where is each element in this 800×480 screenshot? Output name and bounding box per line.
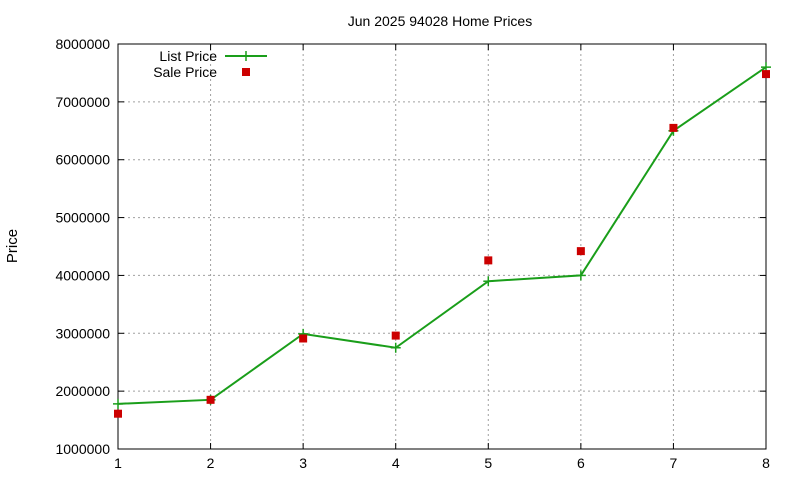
x-tick-label: 1 xyxy=(114,455,122,471)
y-tick-label: 3000000 xyxy=(55,325,110,341)
sale-price-point xyxy=(206,395,215,404)
x-tick-label: 2 xyxy=(207,455,215,471)
list-price-point xyxy=(483,276,494,287)
sale-price-point xyxy=(391,331,400,340)
list-price-point xyxy=(390,342,401,353)
list-price-point xyxy=(113,398,123,409)
legend-label: Sale Price xyxy=(153,64,217,80)
legend-label: List Price xyxy=(159,48,217,64)
y-tick-label: 5000000 xyxy=(55,210,110,226)
list-price-point xyxy=(575,270,586,281)
y-tick-label: 1000000 xyxy=(55,441,110,457)
x-tick-label: 8 xyxy=(762,455,770,471)
y-tick-label: 8000000 xyxy=(55,36,110,52)
axis-ticks: 1000000 2000000 3000000 4000000 5000000 60000… xyxy=(55,36,770,471)
x-tick-label: 3 xyxy=(299,455,307,471)
y-tick-label: 2000000 xyxy=(55,383,110,399)
sale-price-point xyxy=(576,247,585,256)
legend-swatch-square xyxy=(242,68,250,76)
y-axis-label: Price xyxy=(4,229,21,263)
chart-title: Jun 2025 94028 Home Prices xyxy=(348,13,532,29)
x-tick-label: 4 xyxy=(392,455,400,471)
x-tick-label: 5 xyxy=(484,455,492,471)
sale-price-point xyxy=(762,70,770,79)
sale-price-point xyxy=(484,256,493,265)
x-tick-label: 7 xyxy=(670,455,678,471)
list-price-line xyxy=(117,66,767,405)
y-tick-label: 6000000 xyxy=(55,152,110,168)
sale-price-point xyxy=(114,409,122,418)
y-tick-label: 4000000 xyxy=(55,267,110,283)
legend-swatch-marker xyxy=(241,51,251,61)
sale-price-point xyxy=(299,334,308,343)
series xyxy=(113,62,771,418)
sale-price-point xyxy=(669,123,678,132)
plot-frame xyxy=(117,43,767,450)
x-tick-label: 6 xyxy=(577,455,585,471)
y-tick-label: 7000000 xyxy=(55,94,110,110)
grid xyxy=(118,44,766,449)
